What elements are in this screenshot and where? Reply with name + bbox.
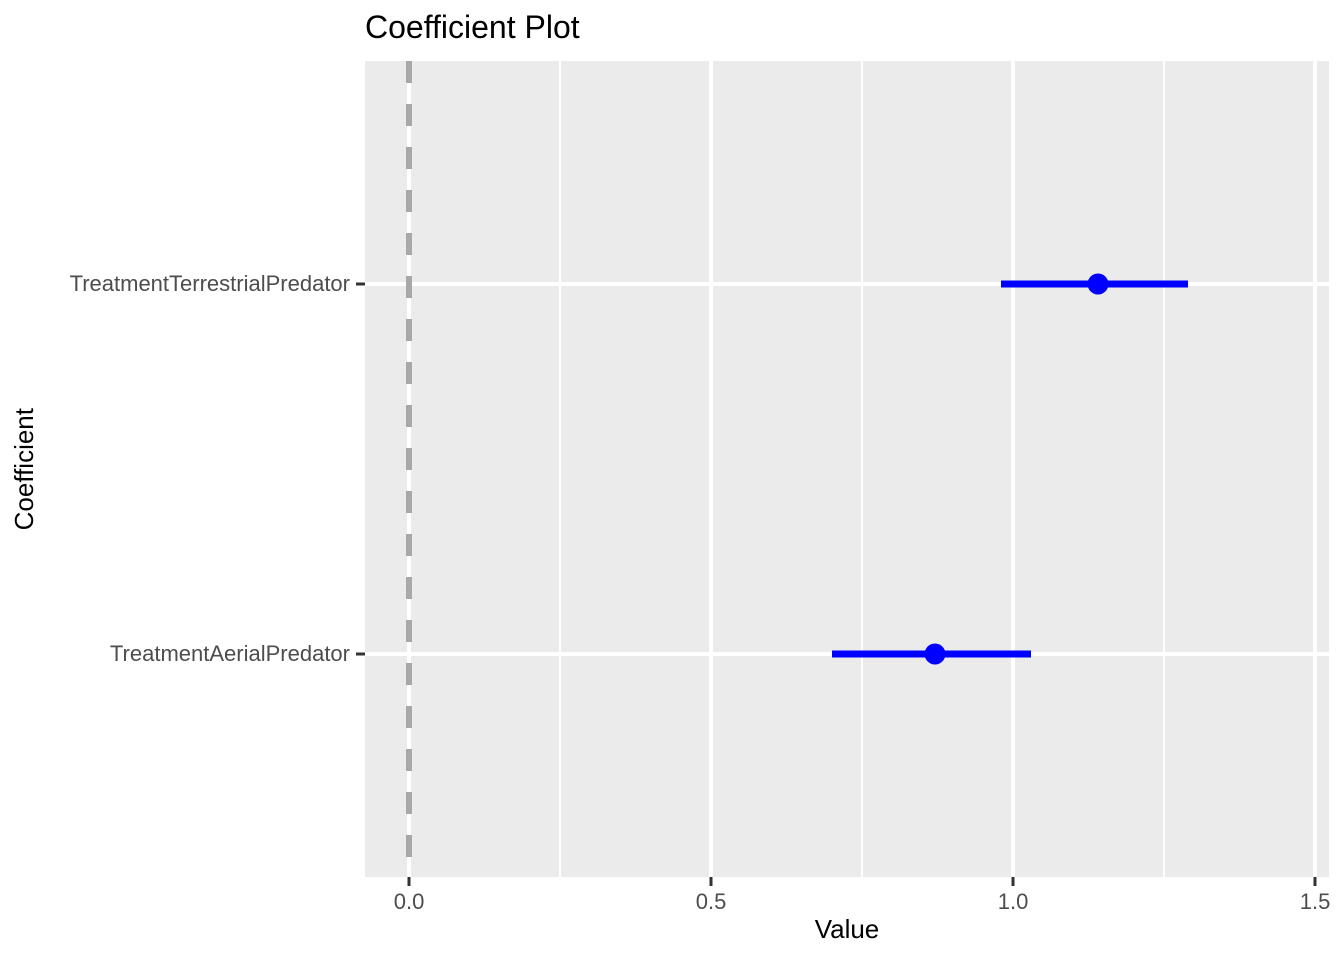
y-axis-tick-label: TreatmentTerrestrialPredator: [69, 270, 350, 296]
y-axis-tick-labels: TreatmentTerrestrialPredator TreatmentAer…: [0, 61, 350, 877]
x-axis-tick-labels: 0.0 0.5 1.0 1.5: [365, 889, 1331, 917]
x-axis-title: Value: [814, 914, 880, 944]
x-axis-tick-mark: [1313, 877, 1317, 886]
x-gridline-minor: [1163, 61, 1166, 877]
x-axis-tick-mark: [407, 877, 411, 886]
x-axis-tick-label: 0.5: [695, 889, 727, 914]
y-axis-tick-mark: [356, 652, 365, 656]
pointrange-estimate-dot: [1087, 273, 1109, 295]
x-gridline-major: [1011, 61, 1016, 877]
x-gridline-minor: [559, 61, 562, 877]
x-gridline-minor: [861, 61, 864, 877]
chart-panel: [365, 61, 1329, 877]
x-axis-tick-label: 0.0: [393, 889, 425, 914]
y-axis-ticks: [356, 61, 365, 877]
pointrange-estimate-dot: [924, 643, 946, 665]
y-gridline-major: [365, 281, 1329, 286]
y-axis-tick-label: TreatmentAerialPredator: [109, 641, 350, 667]
zero-reference-line: [406, 61, 413, 877]
x-gridline-major: [1313, 61, 1318, 877]
x-axis-tick-label: 1.0: [997, 889, 1029, 914]
plot-title: Coefficient Plot: [365, 9, 580, 45]
x-axis-tick-mark: [1011, 877, 1015, 886]
x-axis-ticks: [365, 877, 1329, 886]
y-axis-tick-mark: [356, 282, 365, 286]
x-gridline-major: [709, 61, 714, 877]
x-axis-tick-mark: [709, 877, 713, 886]
x-axis-tick-label: 1.5: [1299, 889, 1331, 914]
